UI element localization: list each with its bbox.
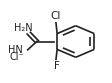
Text: HN: HN	[8, 45, 23, 55]
Text: H₂N: H₂N	[14, 23, 33, 33]
Text: Cl: Cl	[50, 11, 61, 21]
Text: Cl⁻: Cl⁻	[10, 52, 24, 62]
Text: F: F	[53, 61, 59, 71]
